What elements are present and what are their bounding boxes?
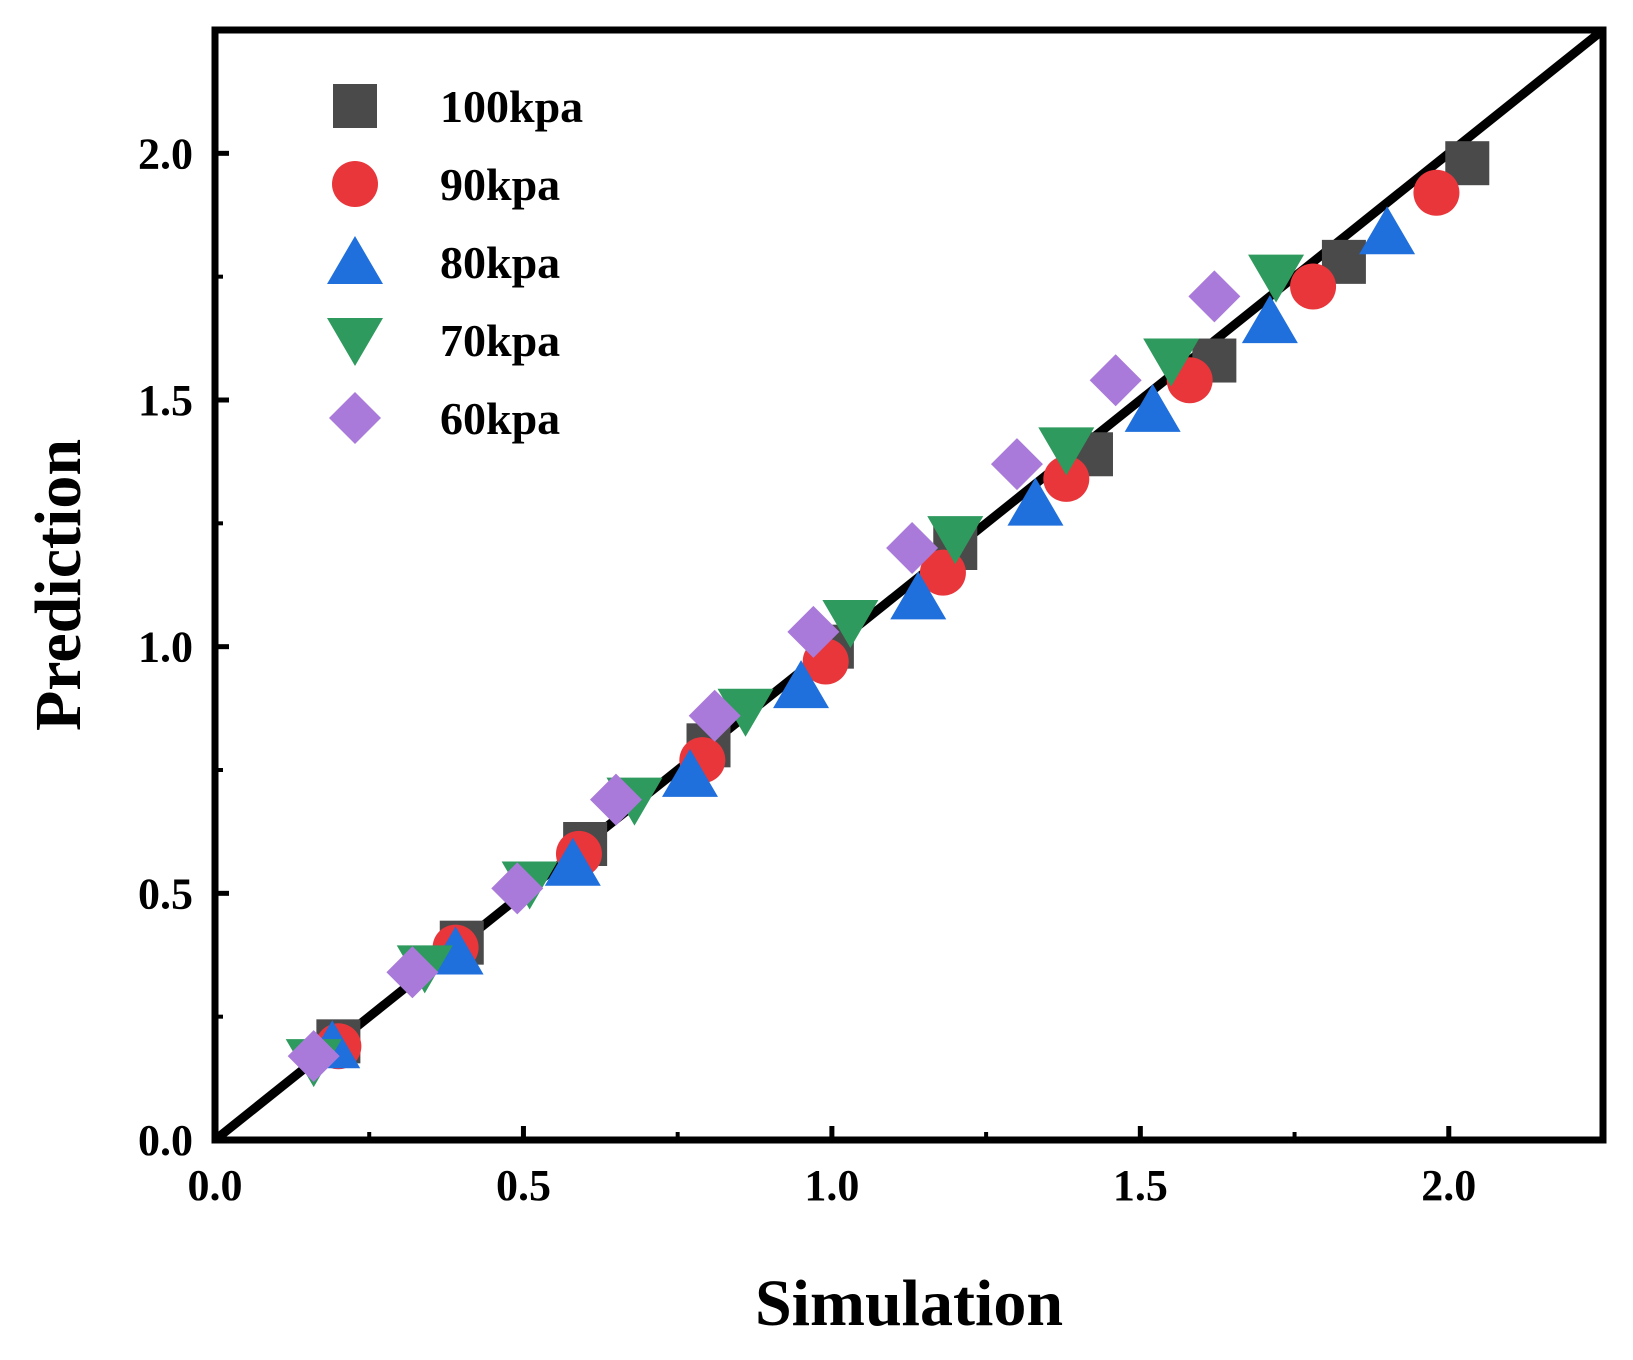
legend-marker [332,161,378,207]
y-tick-label: 2.0 [138,129,193,178]
data-point [386,946,439,999]
data-point [491,862,544,915]
legend-item: 100kpa [333,81,583,132]
data-point [1124,383,1181,432]
x-tick-label: 0.0 [188,1161,243,1210]
data-point [1043,455,1090,502]
legend-label: 90kpa [440,159,560,210]
data-point [717,688,774,737]
x-tick-label: 2.0 [1421,1161,1476,1210]
data-point [662,748,719,797]
x-tick-label: 0.5 [496,1161,551,1210]
axis-ticks-layer: 0.0 0.5 1.0 1.5 2.0 0.0 0.5 1.0 1.5 2.0 [138,129,1476,1210]
y-tick-label: 0.0 [138,1116,193,1165]
legend-label: 70kpa [440,315,560,366]
legend-marker [327,236,383,284]
legend-marker [327,318,383,366]
legend-marker [333,84,377,128]
x-axis-title: Simulation [755,1267,1063,1340]
data-point [890,571,947,620]
x-tick-label: 1.0 [804,1161,859,1210]
legend-item: 60kpa [329,392,560,444]
data-point [787,605,840,658]
data-point [1248,254,1305,303]
legend: 100kpa 90kpa 80kpa 70kpa 60kpa [327,81,583,444]
legend-item: 90kpa [332,159,560,210]
data-point [990,438,1043,491]
data-point [927,516,984,565]
data-point [1089,354,1142,407]
data-point [1038,427,1095,476]
data-point [1241,295,1298,344]
data-point [1143,338,1200,387]
legend-label: 100kpa [440,81,583,132]
data-point [1359,206,1416,255]
data-point [688,689,741,742]
data-point [1188,270,1241,323]
legend-item: 80kpa [327,236,560,288]
data-point [822,600,879,648]
data-point [589,773,642,826]
legend-label: 60kpa [440,393,560,444]
legend-item: 70kpa [327,315,560,366]
y-axis-title: Prediction [22,439,95,731]
plot-frame [211,26,1607,1144]
data-point [287,1030,340,1083]
data-point [1413,169,1460,216]
data-point [773,660,830,709]
data-point [544,837,601,886]
legend-label: 80kpa [440,237,560,288]
legend-marker [329,392,381,444]
x-tick-label: 1.5 [1113,1161,1168,1210]
y-tick-label: 1.0 [138,623,193,672]
data-point [1290,263,1337,310]
y-tick-label: 1.5 [138,376,193,425]
y-tick-label: 0.5 [138,869,193,918]
data-markers-layer [285,141,1490,1088]
data-point [886,522,939,574]
data-point [1007,477,1064,526]
series-60kpa [287,270,1241,1083]
